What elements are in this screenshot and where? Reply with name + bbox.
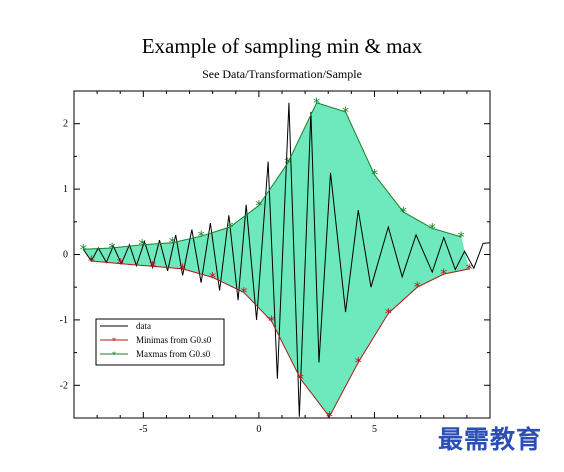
maxima-point: *: [400, 205, 407, 221]
x-tick-label: 0: [256, 424, 261, 435]
chart-title: Example of sampling min & max: [142, 34, 423, 58]
minima-point: *: [297, 372, 304, 388]
y-tick-label: 1: [63, 184, 68, 195]
minima-point: *: [117, 257, 124, 273]
x-tick-label: 5: [372, 424, 377, 435]
maxima-point: *: [169, 236, 176, 252]
series-line-minimas: [91, 260, 470, 418]
minima-point: *: [414, 280, 421, 296]
maxima-point: *: [458, 230, 465, 246]
envelope-fill: [83, 102, 470, 417]
y-tick-label: -2: [60, 380, 68, 391]
minima-point: *: [466, 262, 473, 278]
maxima-point: *: [227, 220, 234, 236]
watermark-logo: 最需教育: [438, 425, 543, 454]
chart-subtitle: See Data/Transformation/Sample: [202, 67, 362, 81]
maxima-point: *: [255, 198, 262, 214]
maxima-point: *: [313, 96, 320, 112]
series-line-maximas: [83, 102, 462, 250]
minima-point: *: [240, 285, 247, 301]
series-line-data: [82, 102, 491, 417]
maxima-point: *: [198, 229, 205, 245]
legend-swatch-minimas-marker: *: [112, 336, 117, 346]
minima-point: *: [385, 306, 392, 322]
legend-box: [95, 318, 225, 366]
x-tick-label: -5: [139, 424, 147, 435]
legend-label-maximas: Maxmas from G0.s0: [136, 349, 211, 359]
y-tick-label: 0: [63, 250, 68, 261]
legend-label-minimas: Minimas from G0.s0: [136, 335, 212, 345]
maxima-point: *: [371, 168, 378, 184]
maxima-point: *: [284, 156, 291, 172]
minima-point: *: [355, 355, 362, 371]
legend-label-data: data: [136, 321, 151, 331]
maxima-point: *: [342, 105, 349, 121]
minima-point: *: [179, 262, 186, 278]
y-tick-label: -1: [60, 315, 68, 326]
maxima-point: *: [429, 221, 436, 237]
minima-point: *: [268, 314, 275, 330]
minima-point: *: [440, 267, 447, 283]
minima-point: *: [149, 259, 156, 275]
minima-point: *: [88, 254, 95, 270]
maxima-point: *: [139, 238, 146, 254]
legend: data * Minimas from G0.s0 * Maxmas from …: [95, 318, 225, 366]
maxima-point: *: [80, 242, 87, 258]
legend-swatch-maximas-marker: *: [112, 350, 117, 360]
minima-point: *: [209, 270, 216, 286]
maxima-point: *: [109, 241, 116, 257]
minima-point: *: [326, 410, 333, 426]
y-tick-label: 2: [63, 119, 68, 130]
